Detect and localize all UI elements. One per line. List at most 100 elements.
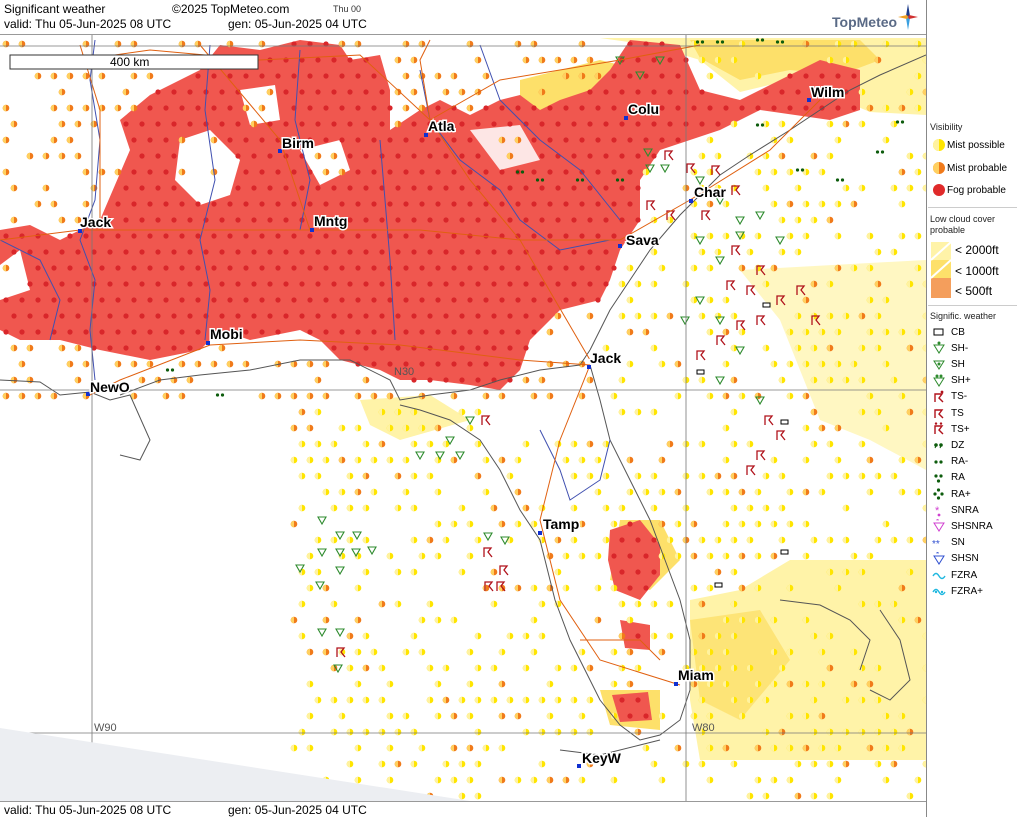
mist-dot-half (290, 392, 294, 400)
mist-dot-half (746, 248, 750, 256)
mist-dot-half (410, 56, 414, 64)
shower-symbol (715, 376, 725, 386)
city-newo: NewO (90, 379, 130, 395)
fog-dot (323, 105, 329, 111)
mist-dot-half (42, 184, 46, 192)
fog-dot (779, 89, 785, 95)
shower-symbol (643, 148, 653, 158)
cb-symbol (780, 549, 789, 555)
legend-item-label: RA+ (951, 488, 971, 500)
fog-dot (283, 217, 289, 223)
mist-dot-half (450, 456, 454, 464)
legend-item-sh: SH (931, 357, 965, 371)
fog-dot (299, 185, 305, 191)
mist-dot-half (298, 600, 302, 608)
chart-header: Significant weather ©2025 TopMeteo.com T… (0, 0, 926, 35)
scale-bar-label: 400 km (110, 55, 149, 69)
mist-dot-half (322, 360, 326, 368)
mist-dot-half (434, 488, 438, 496)
mist-dot-half (858, 472, 862, 480)
mist-dot-half (506, 632, 510, 640)
mist-dot-half (882, 104, 886, 112)
mist-dot-half (834, 136, 838, 144)
fog-dot (627, 41, 633, 47)
city-colu: Colu (628, 101, 659, 117)
fog-dot (35, 329, 41, 335)
fog-dot (427, 345, 433, 351)
mist-dot-half (898, 584, 902, 592)
mist-dot-half (538, 600, 542, 608)
fog-dot (691, 105, 697, 111)
legend-fog-probable: Fog probable (931, 183, 1006, 197)
fog-dot (59, 313, 65, 319)
mist-dot-half (826, 536, 830, 544)
mist-dot-half (722, 200, 726, 208)
fog-dot (403, 329, 409, 335)
shower-symbol (335, 531, 345, 541)
mist-dot-half (642, 744, 646, 752)
fog-dot (339, 265, 345, 271)
thunderstorm-symbol (756, 450, 766, 461)
mist-dot-half (834, 328, 838, 336)
fog-dot (443, 185, 449, 191)
mist-dot-half (514, 136, 518, 144)
mist-dot-half (706, 680, 710, 688)
mist-dot-half (794, 344, 798, 352)
legend-item-ra: RA (931, 471, 965, 485)
fog-dot (571, 185, 577, 191)
fog-dot (643, 585, 649, 591)
mist-dot-half (602, 440, 606, 448)
fog-dot (627, 201, 633, 207)
mist-dot-half (922, 152, 926, 160)
drizzle-symbol (780, 40, 785, 44)
thunderstorm-symbol (746, 465, 756, 476)
fog-dot (475, 217, 481, 223)
fog-dot (283, 249, 289, 255)
fog-dot (243, 73, 249, 79)
fog-dot (323, 73, 329, 79)
topmeteo-logo[interactable]: TopMeteo (832, 14, 898, 30)
sh-icon (933, 360, 945, 371)
weather-map[interactable]: 400 km W90 W80 N30 Birm Atla Colu Wilm C… (0, 35, 926, 801)
fog-dot (507, 185, 513, 191)
drizzle-symbol (760, 38, 765, 42)
mist-dot-half (898, 168, 902, 176)
mist-dot-half (906, 408, 910, 416)
sn-icon: ** (932, 539, 940, 550)
mist-dot-half (570, 472, 574, 480)
legend-item-label: SH- (951, 342, 969, 354)
mist-dot-half (402, 72, 406, 80)
drizzle-symbol (800, 168, 805, 172)
fog-dot (307, 265, 313, 271)
legend-item-shsnra: * SHSNRA (931, 519, 993, 533)
shsn-icon: * (933, 552, 945, 565)
mist-dot-half (802, 392, 806, 400)
fog-dot (67, 329, 73, 335)
mist-dot-half (74, 376, 78, 384)
mist-dot-half (770, 200, 774, 208)
mist-dot-half (394, 728, 398, 736)
mist-dot-half (706, 648, 710, 656)
fog-dot (555, 281, 561, 287)
mist-dot-half (10, 376, 14, 384)
valid-time: valid: Thu 05-Jun-2025 08 UTC (4, 17, 172, 31)
fog-dot (219, 121, 225, 127)
mist-dot-half (714, 248, 718, 256)
mist-dot-half (786, 488, 790, 496)
coastline (0, 54, 926, 756)
fog-dot (595, 169, 601, 175)
legend-separator-2 (928, 305, 1017, 306)
fog-dot (3, 297, 9, 303)
shower-symbol (435, 451, 445, 461)
fog-dot (587, 153, 593, 159)
mist-dot-half (818, 168, 822, 176)
mist-dot-half (922, 344, 926, 352)
fog-dot (515, 329, 521, 335)
fog-dot (651, 153, 657, 159)
fog-dot (411, 377, 417, 383)
fog-dot (763, 89, 769, 95)
mist-dot-half (554, 568, 558, 576)
mist-dot-half (594, 616, 598, 624)
fog-dot (459, 185, 465, 191)
mist-dot-half (178, 392, 182, 400)
